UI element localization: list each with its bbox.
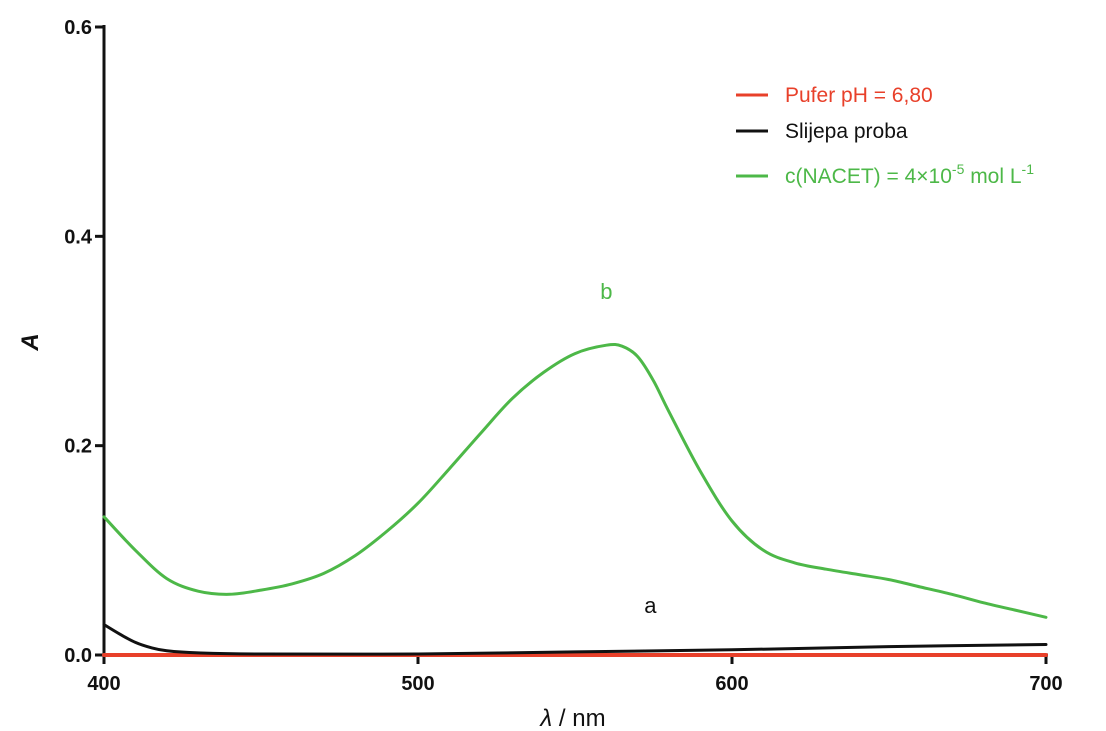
legend-label-pufer: Pufer pH = 6,80 xyxy=(785,84,933,107)
legend-superscript: -5 xyxy=(952,161,965,177)
legend-superscript: -1 xyxy=(1022,161,1035,177)
y-tick-label: 0.6 xyxy=(64,17,92,39)
x-tick-label: 400 xyxy=(87,673,120,695)
x-tick-label: 600 xyxy=(715,673,748,695)
annotation-a: a xyxy=(644,593,657,618)
x-tick-label: 700 xyxy=(1029,673,1062,695)
series-line-slijepa xyxy=(102,623,1048,656)
y-tick-label: 0.4 xyxy=(64,226,93,248)
legend-label-nacet: c(NACET) = 4×10-5 mol L-1 xyxy=(785,161,1034,188)
x-tick-label: 500 xyxy=(401,673,434,695)
y-axis-label: A xyxy=(17,333,44,351)
annotations: ba xyxy=(600,279,657,618)
plot-series xyxy=(102,342,1048,658)
legend-label-slijepa: Slijepa proba xyxy=(785,120,908,143)
legend: Pufer pH = 6,80 Slijepa proba c(NACET) = 4… xyxy=(736,84,1034,188)
y-tick-label: 0.0 xyxy=(64,645,92,667)
x-axis-unit: / nm xyxy=(552,705,605,731)
y-tick-label: 0.2 xyxy=(64,436,92,458)
x-axis-symbol: λ xyxy=(538,705,552,731)
legend-text-part: c(NACET) = 4×10 xyxy=(785,165,952,188)
annotation-b: b xyxy=(600,279,612,304)
x-axis-label: λ / nm xyxy=(538,705,605,731)
series-line-nacet xyxy=(102,342,1048,619)
legend-text-part: mol L xyxy=(964,165,1021,188)
